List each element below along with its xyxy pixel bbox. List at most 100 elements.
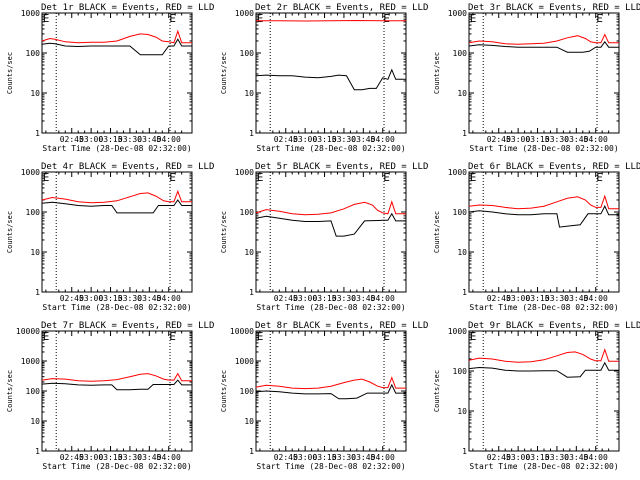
chart-title: Det 1r BLACK = Events, RED = LLD [41, 3, 214, 13]
x-tick-label: 03:15 [98, 453, 122, 462]
x-tick-label: 03:45 [351, 135, 375, 144]
x-tick-label: 04:00 [584, 135, 608, 144]
x-tick-label: 02:45 [274, 294, 298, 303]
x-tick-label: 04:00 [157, 294, 181, 303]
red-series-line [41, 29, 192, 44]
x-tick-label: 03:15 [312, 453, 336, 462]
y-tick-label: 1 [462, 288, 467, 297]
event-marker-label: E [257, 330, 264, 343]
x-tick-label: 03:00 [293, 294, 317, 303]
chart-panel: Det 8r BLACK = Events, RED = LLD 1 10 100 10… [220, 321, 428, 471]
y-tick-label: 100 [240, 208, 255, 217]
event-marker-label: E [169, 330, 176, 343]
red-series-line [255, 376, 406, 390]
plot-frame [255, 330, 407, 452]
x-tick-label: 03:15 [312, 294, 336, 303]
x-axis-label: Start Time (28-Dec-08 02:32:00) [256, 303, 405, 312]
y-tick-label: 1000 [235, 168, 254, 177]
x-tick-label: 03:15 [98, 135, 122, 144]
x-tick-label: 03:45 [564, 135, 588, 144]
event-marker-label: E [383, 171, 390, 184]
event-marker-label: E [169, 12, 176, 25]
chart-panel: Det 6r BLACK = Events, RED = LLD 1 10 100 10… [433, 162, 640, 312]
x-tick-label: 04:00 [157, 453, 181, 462]
event-marker-label: E [383, 330, 390, 343]
x-tick-label: 02:45 [487, 453, 511, 462]
y-axis-label: Counts/sec [433, 52, 441, 94]
chart-title: Det 6r BLACK = Events, RED = LLD [468, 162, 640, 172]
y-tick-label: 1 [249, 288, 254, 297]
y-tick-label: 1000 [21, 9, 40, 18]
x-tick-label: 04:00 [584, 453, 608, 462]
y-tick-label: 10 [457, 407, 467, 416]
y-tick-label: 10 [244, 89, 254, 98]
y-tick-label: 1 [249, 129, 254, 138]
event-marker-label: E [43, 12, 50, 25]
x-tick-label: 04:00 [371, 294, 395, 303]
x-tick-label: 04:00 [157, 135, 181, 144]
y-tick-label: 1 [462, 447, 467, 456]
x-tick-label: 02:45 [274, 135, 298, 144]
x-axis-label: Start Time (28-Dec-08 02:32:00) [469, 144, 618, 153]
y-tick-label: 100 [453, 208, 468, 217]
black-series-line [468, 205, 619, 228]
x-tick-label: 03:45 [137, 135, 161, 144]
y-tick-label: 1000 [448, 9, 467, 18]
y-axis-label: Counts/sec [433, 211, 441, 253]
chart-panel: Det 5r BLACK = Events, RED = LLD 1 10 100 10… [220, 162, 428, 312]
chart-title: Det 3r BLACK = Events, RED = LLD [468, 3, 640, 13]
black-series-line [468, 361, 619, 378]
event-marker-label: E [257, 171, 264, 184]
x-tick-label: 03:15 [525, 453, 549, 462]
chart-panel: Det 4r BLACK = Events, RED = LLD 1 10 100 10… [6, 162, 214, 312]
event-marker-label: E [596, 171, 603, 184]
x-tick-label: 02:45 [60, 294, 84, 303]
x-tick-label: 03:00 [79, 294, 103, 303]
x-tick-label: 03:00 [506, 453, 530, 462]
black-series-line [255, 383, 406, 400]
x-tick-label: 02:45 [60, 135, 84, 144]
chart-panel: Det 3r BLACK = Events, RED = LLD 1 10 100 10… [433, 3, 640, 153]
y-tick-label: 10 [244, 248, 254, 257]
x-tick-label: 03:30 [545, 135, 569, 144]
x-tick-label: 03:15 [312, 135, 336, 144]
red-series-line [41, 189, 192, 204]
x-tick-label: 03:00 [79, 453, 103, 462]
plot-frame [468, 12, 620, 134]
x-tick-label: 03:45 [137, 453, 161, 462]
x-axis-label: Start Time (28-Dec-08 02:32:00) [42, 144, 191, 153]
x-tick-label: 03:00 [293, 135, 317, 144]
y-tick-label: 100 [240, 387, 255, 396]
chart-panel: Det 2r BLACK = Events, RED = LLD 1 10 100 10… [220, 3, 428, 153]
x-tick-label: 03:30 [332, 453, 356, 462]
x-tick-label: 03:00 [293, 453, 317, 462]
y-tick-label: 10000 [16, 327, 40, 336]
y-tick-label: 10 [457, 248, 467, 257]
plot-frame [41, 171, 193, 293]
event-marker-label: E [43, 330, 50, 343]
black-series-line [41, 38, 192, 56]
x-tick-label: 04:00 [371, 135, 395, 144]
x-tick-label: 03:15 [98, 294, 122, 303]
y-tick-label: 1000 [21, 168, 40, 177]
chart-title: Det 2r BLACK = Events, RED = LLD [255, 3, 428, 13]
chart-title: Det 4r BLACK = Events, RED = LLD [41, 162, 214, 172]
y-axis-label: Counts/sec [220, 370, 228, 412]
x-tick-label: 03:00 [506, 135, 530, 144]
x-tick-label: 03:15 [525, 135, 549, 144]
x-tick-label: 03:30 [545, 453, 569, 462]
plot-frame [468, 330, 620, 452]
red-series-line [468, 348, 619, 363]
chart-title: Det 5r BLACK = Events, RED = LLD [255, 162, 428, 172]
event-marker-label: E [470, 171, 477, 184]
x-axis-label: Start Time (28-Dec-08 02:32:00) [256, 144, 405, 153]
black-series-line [41, 199, 192, 214]
y-tick-label: 1 [35, 447, 40, 456]
x-axis-label: Start Time (28-Dec-08 02:32:00) [256, 462, 405, 471]
x-axis-label: Start Time (28-Dec-08 02:32:00) [469, 462, 618, 471]
black-series-line [41, 379, 192, 391]
event-marker-label: E [43, 171, 50, 184]
x-tick-label: 02:45 [487, 135, 511, 144]
x-tick-label: 03:00 [506, 294, 530, 303]
y-tick-label: 10 [457, 89, 467, 98]
